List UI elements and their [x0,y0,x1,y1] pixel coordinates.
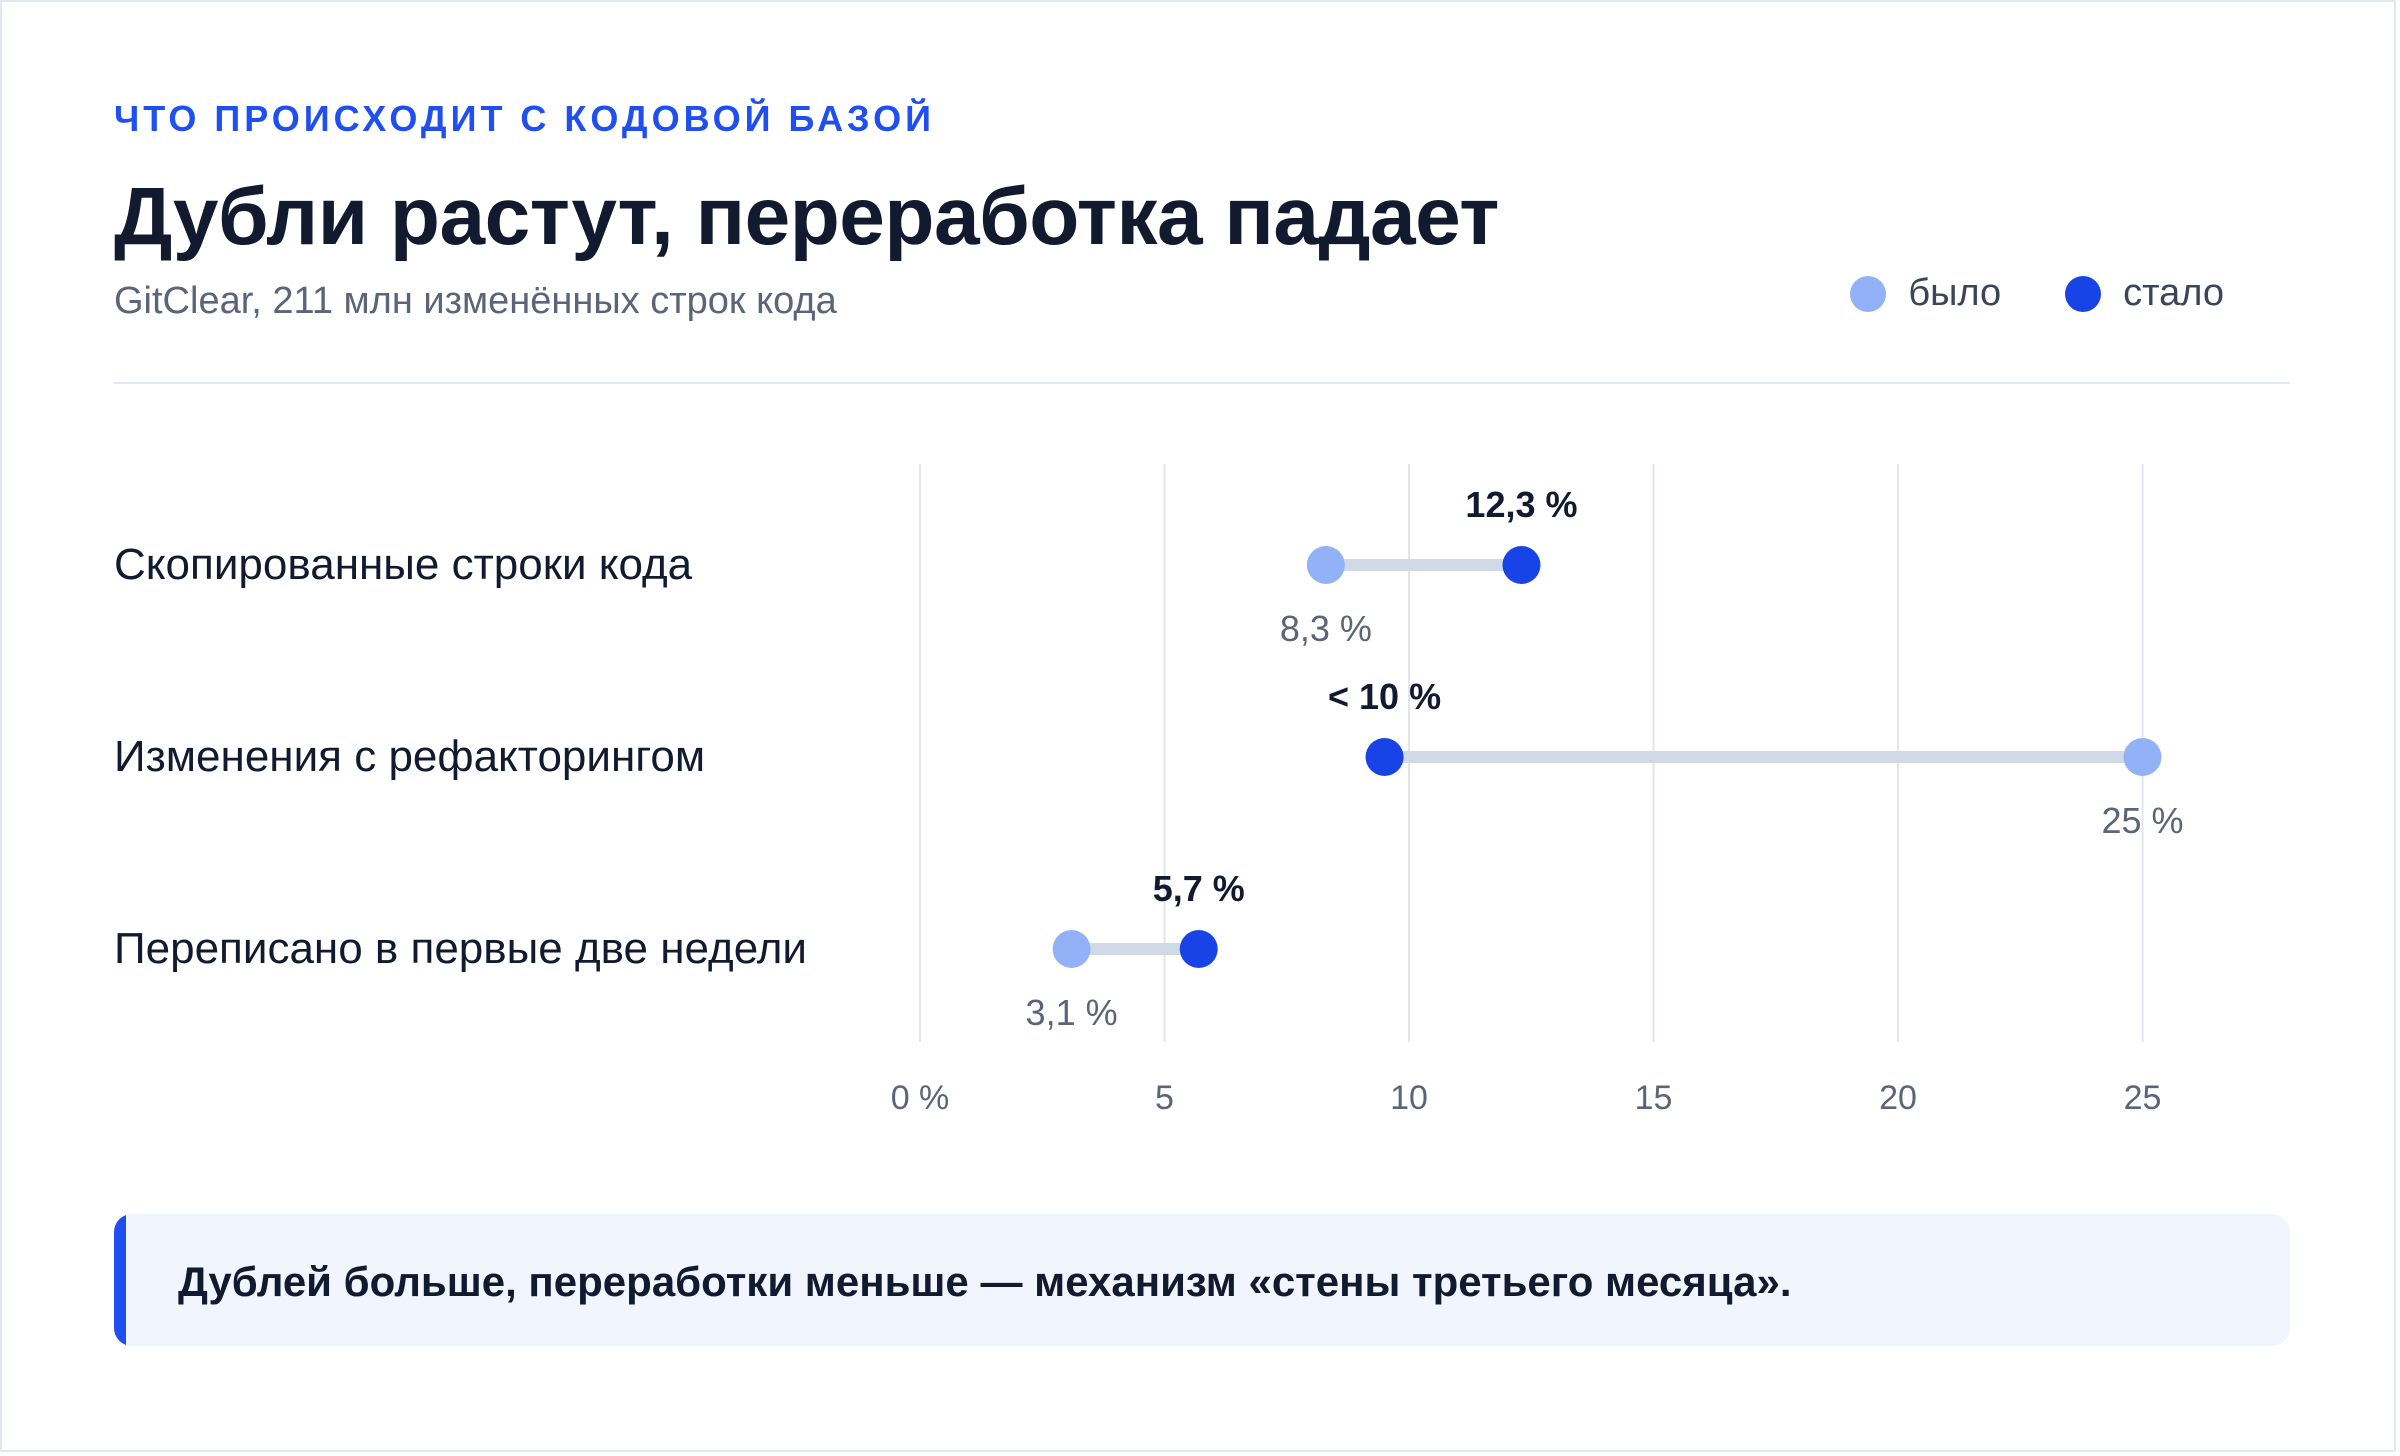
row-label: Скопированные строки кода [114,540,693,589]
callout-text: Дублей больше, переработки меньше — меха… [178,1258,1792,1305]
legend-label-before: было [1908,272,2002,314]
dumbbell-chart: 0 % 5 10 15 20 25 Скопированные строки кода 12,… [114,464,2184,1117]
legend: было стало [1786,272,2224,315]
before-point [2123,738,2162,776]
legend-dot-after [2065,275,2102,312]
legend-dot-before [1850,275,1887,312]
row-label: Изменения с рефакторингом [114,732,705,781]
after-value-label: 12,3 % [1465,484,1577,525]
after-point [1365,738,1404,776]
x-tick-label: 10 [1390,1079,1428,1117]
x-tick-label: 15 [1635,1079,1673,1117]
header-divider [114,382,2290,384]
after-value-label: < 10 % [1328,676,1441,717]
before-point [1306,546,1345,584]
eyebrow-label: ЧТО ПРОИСХОДИТ С КОДОВОЙ БАЗОЙ [114,98,936,139]
after-point [1179,930,1218,968]
legend-label-after: стало [2123,272,2224,314]
legend-item-before: было [1850,272,2001,315]
after-point [1502,546,1541,584]
page-title: Дубли растут, переработка падает [114,171,1499,262]
legend-item-after: стало [2065,272,2224,315]
after-value-label: 5,7 % [1153,868,1245,909]
callout-accent-bar [114,1214,126,1346]
x-tick-label: 0 % [891,1079,950,1117]
x-tick-label: 5 [1155,1079,1174,1117]
before-value-label: 8,3 % [1280,608,1372,649]
before-value-label: 3,1 % [1026,992,1118,1033]
callout-box: Дублей больше, переработки меньше — меха… [114,1214,2290,1346]
row-label: Переписано в первые две недели [114,924,807,973]
x-tick-label: 25 [2124,1079,2162,1117]
x-tick-label: 20 [1879,1079,1917,1117]
before-point [1052,930,1091,968]
before-value-label: 25 % [2101,800,2183,841]
chart-subtitle: GitClear, 211 млн изменённых строк кода [114,280,837,322]
